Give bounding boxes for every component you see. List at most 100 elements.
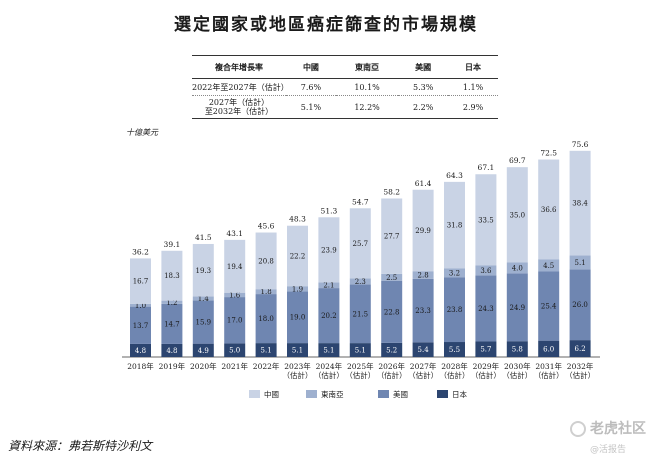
segment-label: 13.7 — [133, 322, 149, 330]
tiger-logo-icon — [570, 421, 586, 437]
segment-label: 1.0 — [135, 302, 146, 310]
bar-segment-東南亞 — [318, 282, 340, 289]
x-tick-label: 2023年 — [284, 361, 311, 371]
total-label: 41.5 — [195, 233, 212, 242]
bar-segment-美國 — [412, 278, 434, 343]
x-tick-label: 2022年 — [253, 361, 280, 371]
segment-label: 24.9 — [510, 304, 526, 312]
legend-label: 東南亞 — [321, 389, 344, 399]
cagr-cell: 2.9% — [448, 95, 498, 119]
cagr-table: 複合年增長率 中國 東南亞 美國 日本 2022年至2027年（估計） 7.6%… — [192, 55, 498, 119]
segment-label: 2.8 — [418, 272, 429, 280]
segment-label: 6.0 — [543, 345, 554, 353]
segment-label: 14.7 — [164, 320, 180, 328]
x-tick-label: 2032年 — [567, 361, 594, 371]
total-label: 75.6 — [572, 140, 589, 149]
x-tick-sublabel: （估計） — [565, 370, 595, 380]
bar-segment-中國 — [381, 198, 403, 274]
x-tick-label: 2026年 — [378, 361, 405, 371]
segment-label: 5.7 — [480, 346, 491, 354]
segment-label: 5.8 — [512, 346, 523, 354]
cagr-cell: 12.2% — [335, 95, 399, 119]
bar-segment-日本 — [412, 342, 434, 357]
x-tick-label: 2018年 — [127, 361, 154, 371]
segment-label: 27.7 — [384, 233, 400, 241]
bar-segment-日本 — [255, 343, 277, 357]
bar-segment-美國 — [161, 303, 183, 344]
segment-label: 17.0 — [227, 317, 243, 325]
segment-label: 22.8 — [384, 308, 400, 316]
segment-label: 5.2 — [386, 346, 397, 354]
bar-segment-中國 — [255, 232, 277, 290]
cagr-row-label-line2: 至2032年（估計） — [204, 107, 274, 116]
legend-swatch-中國 — [249, 390, 260, 398]
segment-label: 3.6 — [480, 267, 492, 275]
x-tick-sublabel: （估計） — [345, 370, 375, 380]
x-tick-label: 2025年 — [347, 361, 374, 371]
total-label: 43.1 — [226, 229, 243, 238]
x-tick-label: 2028年 — [441, 361, 468, 371]
bar-segment-美國 — [444, 277, 465, 343]
legend-swatch-東南亞 — [306, 390, 317, 398]
bar-segment-美國 — [349, 284, 371, 344]
cagr-row-label-line1: 2027年（估計） — [208, 98, 270, 107]
bar-segment-日本 — [287, 343, 308, 357]
segment-label: 25.7 — [353, 240, 369, 248]
segment-label: 4.9 — [198, 347, 209, 355]
segment-label: 20.8 — [258, 257, 274, 265]
segment-label: 35.0 — [510, 211, 526, 219]
segment-label: 5.1 — [292, 347, 303, 355]
segment-label: 5.1 — [575, 259, 586, 267]
bar-segment-日本 — [192, 343, 214, 357]
total-label: 61.4 — [415, 179, 432, 188]
total-label: 51.3 — [321, 206, 338, 215]
cagr-header-japan: 日本 — [448, 55, 498, 79]
bar-segment-日本 — [506, 341, 528, 357]
total-label: 69.7 — [509, 156, 526, 165]
table-row: 2027年（估計） 至2032年（估計） 5.1% 12.2% 2.2% 2.9… — [192, 95, 498, 119]
cagr-cell: 7.6% — [286, 78, 336, 96]
segment-label: 22.2 — [290, 252, 306, 260]
segment-label: 4.5 — [543, 262, 554, 270]
bar-segment-美國 — [538, 271, 560, 341]
segment-label: 2.3 — [355, 278, 366, 286]
bar-segment-東南亞 — [444, 268, 465, 278]
source-note: 資料來源：弗若斯特沙利文 — [8, 439, 153, 453]
segment-label: 5.5 — [449, 346, 460, 354]
bar-segment-中國 — [444, 181, 465, 269]
bar-segment-日本 — [130, 343, 151, 357]
bar-segment-美國 — [224, 297, 246, 344]
total-label: 48.3 — [289, 215, 306, 224]
segment-label: 16.7 — [133, 278, 149, 286]
bar-segment-美國 — [130, 306, 151, 344]
bar-segment-中國 — [287, 225, 308, 287]
watermark: 老虎社区 — [540, 418, 646, 438]
segment-label: 20.2 — [321, 312, 337, 320]
total-label: 54.7 — [352, 197, 369, 206]
cagr-cell: 10.1% — [335, 78, 399, 96]
bar-segment-東南亞 — [287, 286, 308, 292]
bar-segment-東南亞 — [412, 271, 434, 279]
segment-label: 36.6 — [541, 206, 557, 214]
segment-label: 23.3 — [415, 307, 431, 315]
cagr-cell: 5.1% — [286, 95, 336, 119]
x-tick-label: 2031年 — [535, 361, 562, 371]
segment-label: 2.5 — [386, 274, 397, 282]
x-tick-label: 2021年 — [221, 361, 248, 371]
bar-segment-中國 — [349, 208, 371, 279]
bar-segment-美國 — [506, 273, 528, 342]
x-tick-sublabel: （估計） — [502, 370, 532, 380]
segment-label: 1.9 — [292, 285, 303, 293]
bar-segment-日本 — [569, 340, 591, 357]
bar-segment-美國 — [318, 288, 340, 344]
table-row: 2022年至2027年（估計） 7.6% 10.1% 5.3% 1.1% — [192, 78, 498, 96]
segment-label: 1.4 — [198, 295, 210, 303]
segment-label: 2.1 — [323, 282, 334, 290]
bar-segment-東南亞 — [130, 303, 151, 307]
bar-segment-東南亞 — [506, 262, 528, 274]
segment-label: 23.9 — [321, 246, 337, 254]
x-tick-sublabel: （估計） — [314, 370, 344, 380]
x-tick-label: 2019年 — [159, 361, 186, 371]
total-label: 67.1 — [478, 163, 495, 172]
